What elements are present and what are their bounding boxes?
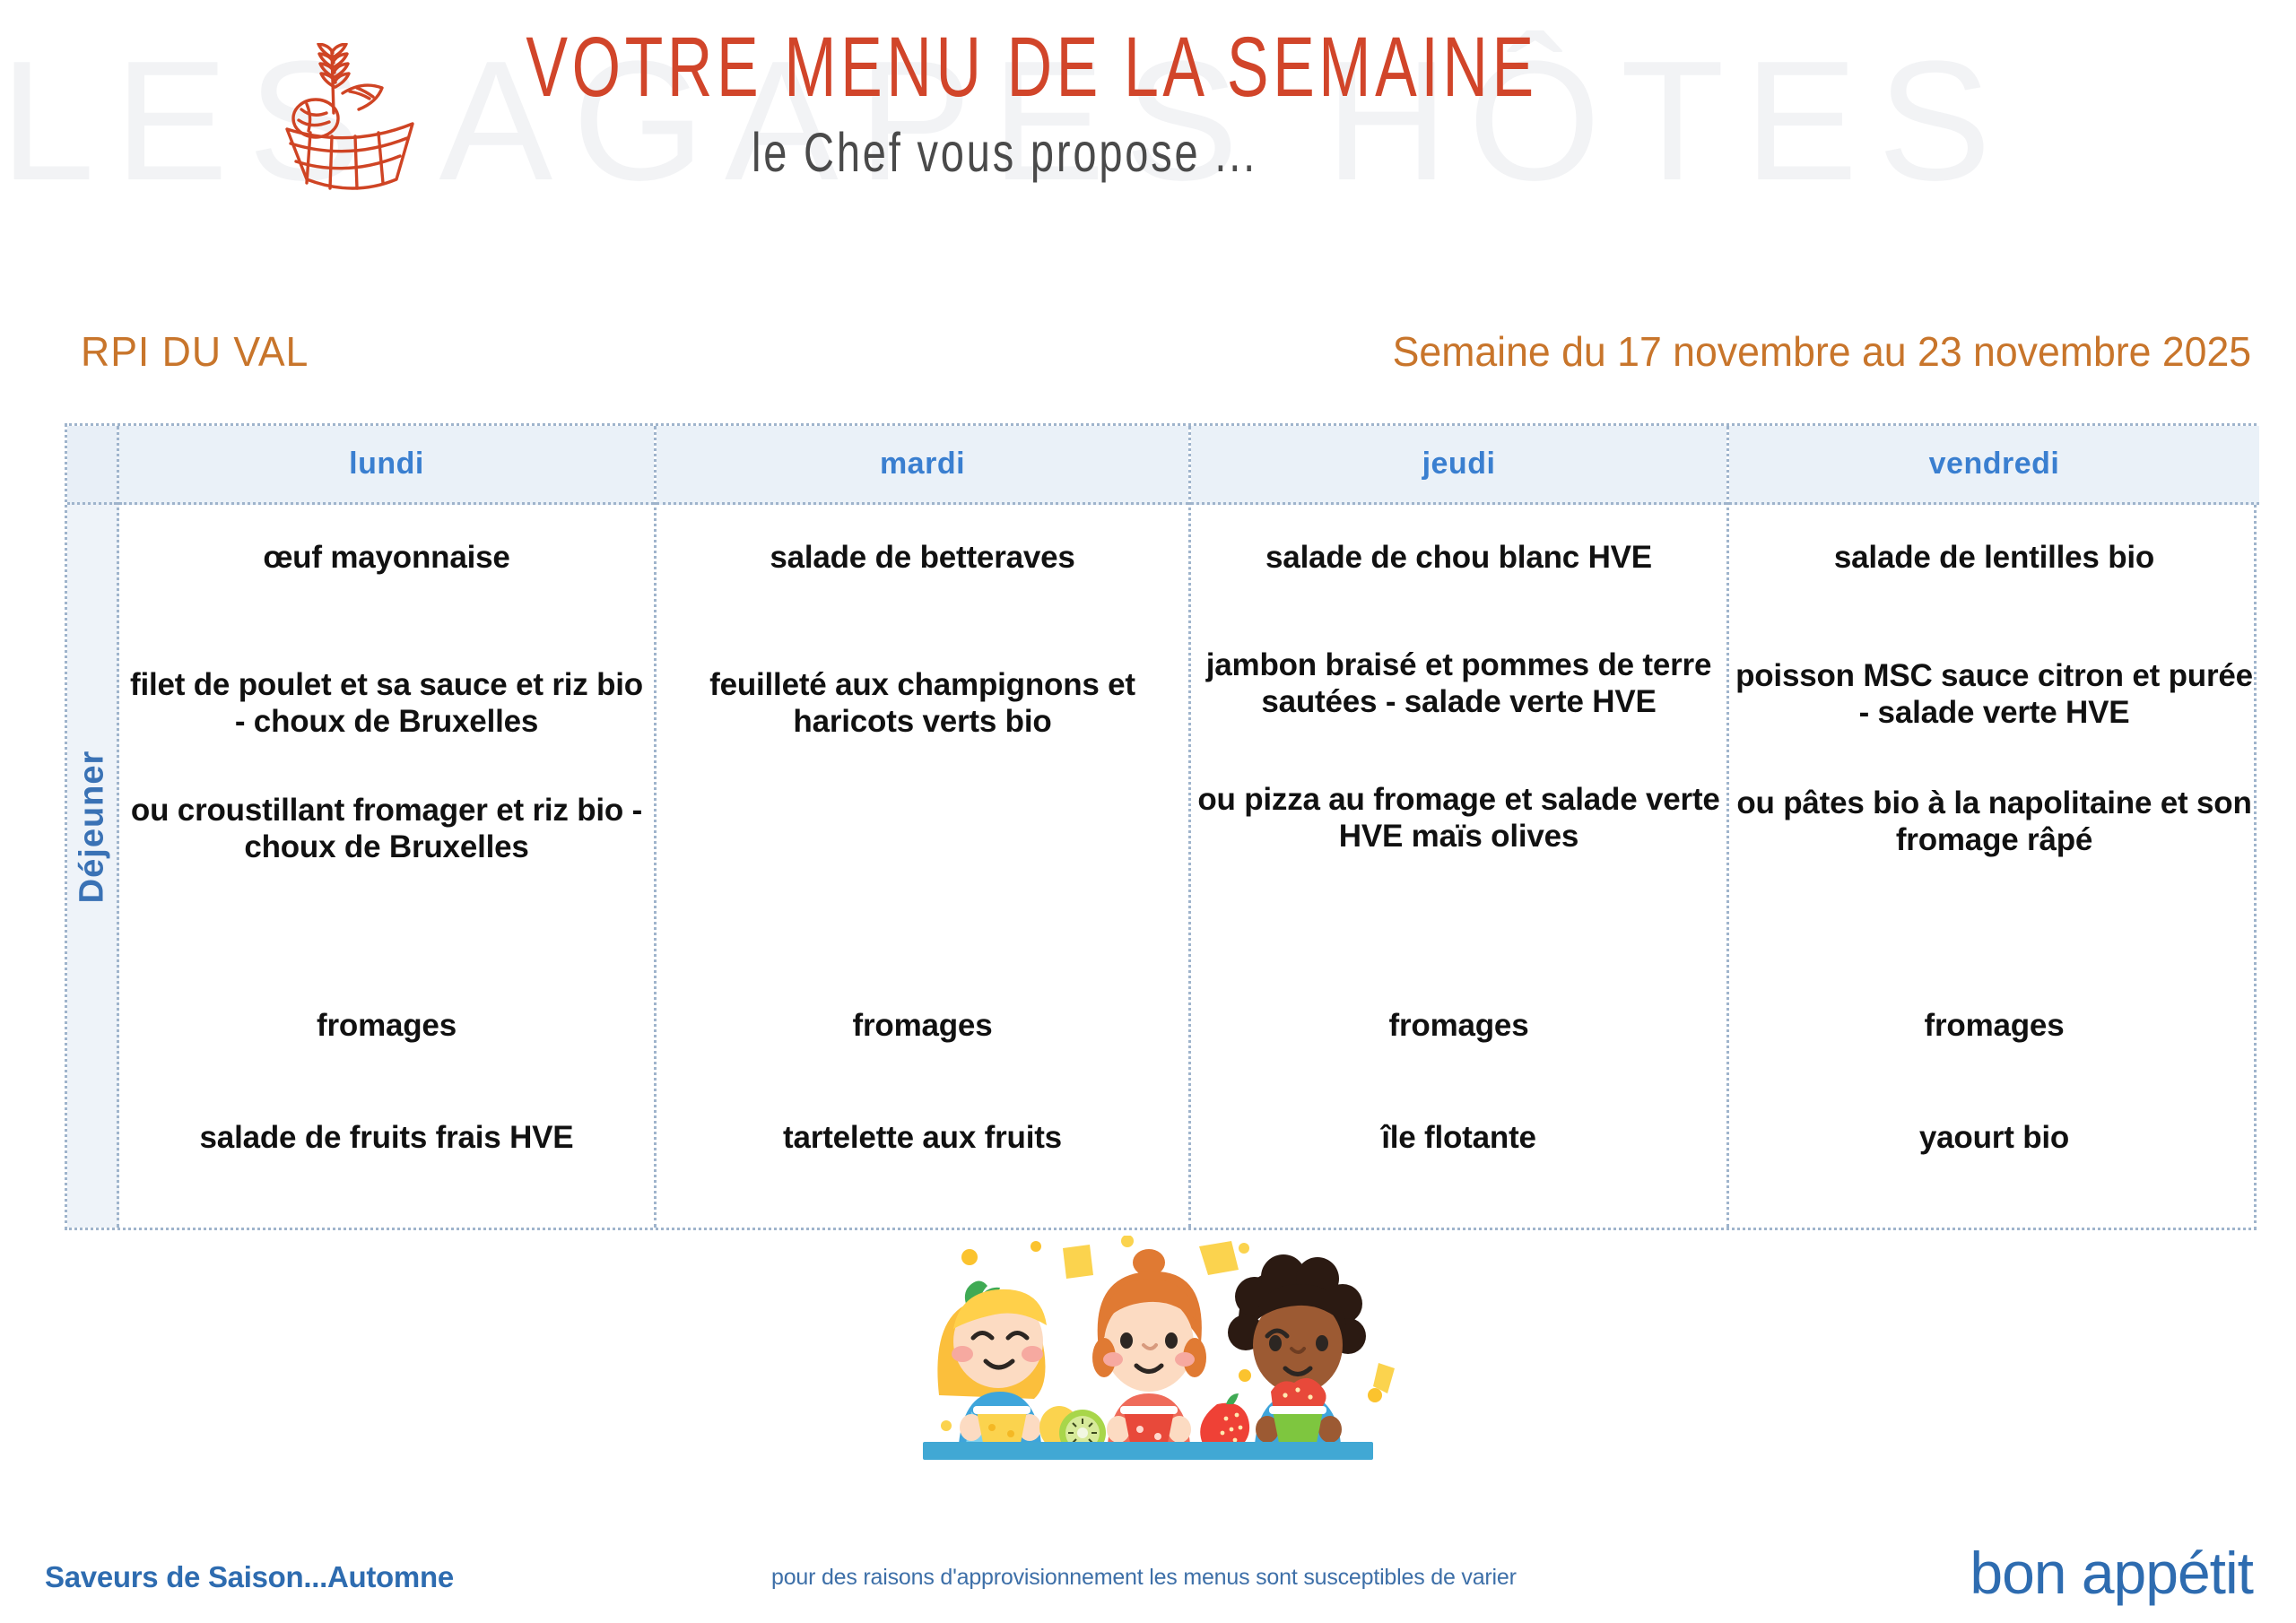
child-left	[937, 1280, 1047, 1447]
day-body-mardi: salade de betteraves feuilleté aux champ…	[657, 505, 1188, 1228]
disclaimer-text: pour des raisons d'approvisionnement les…	[771, 1565, 1517, 1590]
meal-period-label: Déjeuner	[73, 750, 110, 904]
day-header-mardi: mardi	[657, 426, 1188, 505]
bread-basket-logo	[285, 43, 414, 190]
day-header-vendredi: vendredi	[1729, 426, 2259, 505]
dish-dessert: salade de fruits frais HVE	[199, 1120, 574, 1155]
page-title: VOTRE MENU DE LA SEMAINE	[526, 19, 1538, 115]
dish-dessert: île flotante	[1381, 1120, 1536, 1155]
dish-cheese: fromages	[317, 1008, 457, 1043]
establishment-name: RPI DU VAL	[81, 328, 309, 375]
day-header-lundi: lundi	[119, 426, 654, 505]
page-subtitle: le Chef vous propose ...	[751, 122, 1258, 184]
day-body-jeudi: salade de chou blanc HVE jambon braisé e…	[1191, 505, 1726, 1228]
confetti-shapes	[941, 1236, 1395, 1431]
child-center	[1092, 1249, 1206, 1447]
day-label: jeudi	[1422, 447, 1496, 481]
dish-alternative: ou pâtes bio à la napolitaine et son fro…	[1736, 785, 2252, 858]
season-label: Saveurs de Saison...Automne	[45, 1560, 454, 1593]
dish-entree: salade de betteraves	[770, 540, 1075, 575]
day-column-lundi: lundi œuf mayonnaise filet de poulet et …	[119, 426, 654, 1228]
child-right	[1228, 1254, 1366, 1447]
meta-row: RPI DU VAL Semaine du 17 novembre au 23 …	[0, 327, 2296, 381]
day-body-lundi: œuf mayonnaise filet de poulet et sa sau…	[119, 505, 654, 1228]
document-header: VOTRE MENU DE LA SEMAINE le Chef vous pr…	[0, 0, 2296, 287]
dish-cheese: fromages	[1388, 1008, 1529, 1043]
meal-period-header-cell	[67, 426, 117, 505]
day-label: lundi	[349, 447, 424, 481]
dish-alternative: ou croustillant fromager et riz bio - ch…	[130, 793, 643, 865]
day-label: mardi	[879, 447, 966, 481]
dish-main: feuilleté aux champignons et haricots ve…	[709, 667, 1135, 740]
day-label: vendredi	[1928, 447, 2060, 481]
weekly-menu-table: Déjeuner lundi œuf mayonnaise filet de p…	[65, 423, 2259, 1230]
day-body-vendredi: salade de lentilles bio poisson MSC sauc…	[1729, 505, 2259, 1228]
meal-period-column: Déjeuner	[67, 426, 119, 1228]
day-column-vendredi: vendredi salade de lentilles bio poisson…	[1726, 426, 2259, 1228]
week-range-label: Semaine du 17 novembre au 23 novembre 20…	[1392, 328, 2251, 375]
dish-main: poisson MSC sauce citron et purée - sala…	[1735, 658, 2253, 731]
three-children-eating-fruit-illustration	[923, 1236, 1395, 1460]
day-column-jeudi: jeudi salade de chou blanc HVE jambon br…	[1188, 426, 1726, 1228]
dish-cheese: fromages	[1924, 1008, 2065, 1043]
day-header-jeudi: jeudi	[1191, 426, 1726, 505]
dish-alternative: ou pizza au fromage et salade verte HVE …	[1197, 782, 1720, 855]
dish-cheese: fromages	[852, 1008, 993, 1043]
document-footer: Saveurs de Saison...Automne pour des rai…	[0, 1515, 2296, 1623]
header-title-block: VOTRE MENU DE LA SEMAINE le Chef vous pr…	[484, 19, 1538, 180]
table-surface	[923, 1442, 1373, 1460]
dish-entree: salade de chou blanc HVE	[1265, 540, 1652, 575]
dish-main: jambon braisé et pommes de terre sautées…	[1205, 647, 1712, 720]
dish-entree: œuf mayonnaise	[263, 540, 510, 575]
day-column-mardi: mardi salade de betteraves feuilleté aux…	[654, 426, 1188, 1228]
dish-entree: salade de lentilles bio	[1833, 540, 2155, 575]
bon-appetit-label: bon appétit	[1970, 1540, 2254, 1606]
dish-dessert: yaourt bio	[1918, 1120, 2070, 1155]
dish-main: filet de poulet et sa sauce et riz bio -…	[130, 667, 643, 740]
dish-dessert: tartelette aux fruits	[783, 1120, 1062, 1155]
